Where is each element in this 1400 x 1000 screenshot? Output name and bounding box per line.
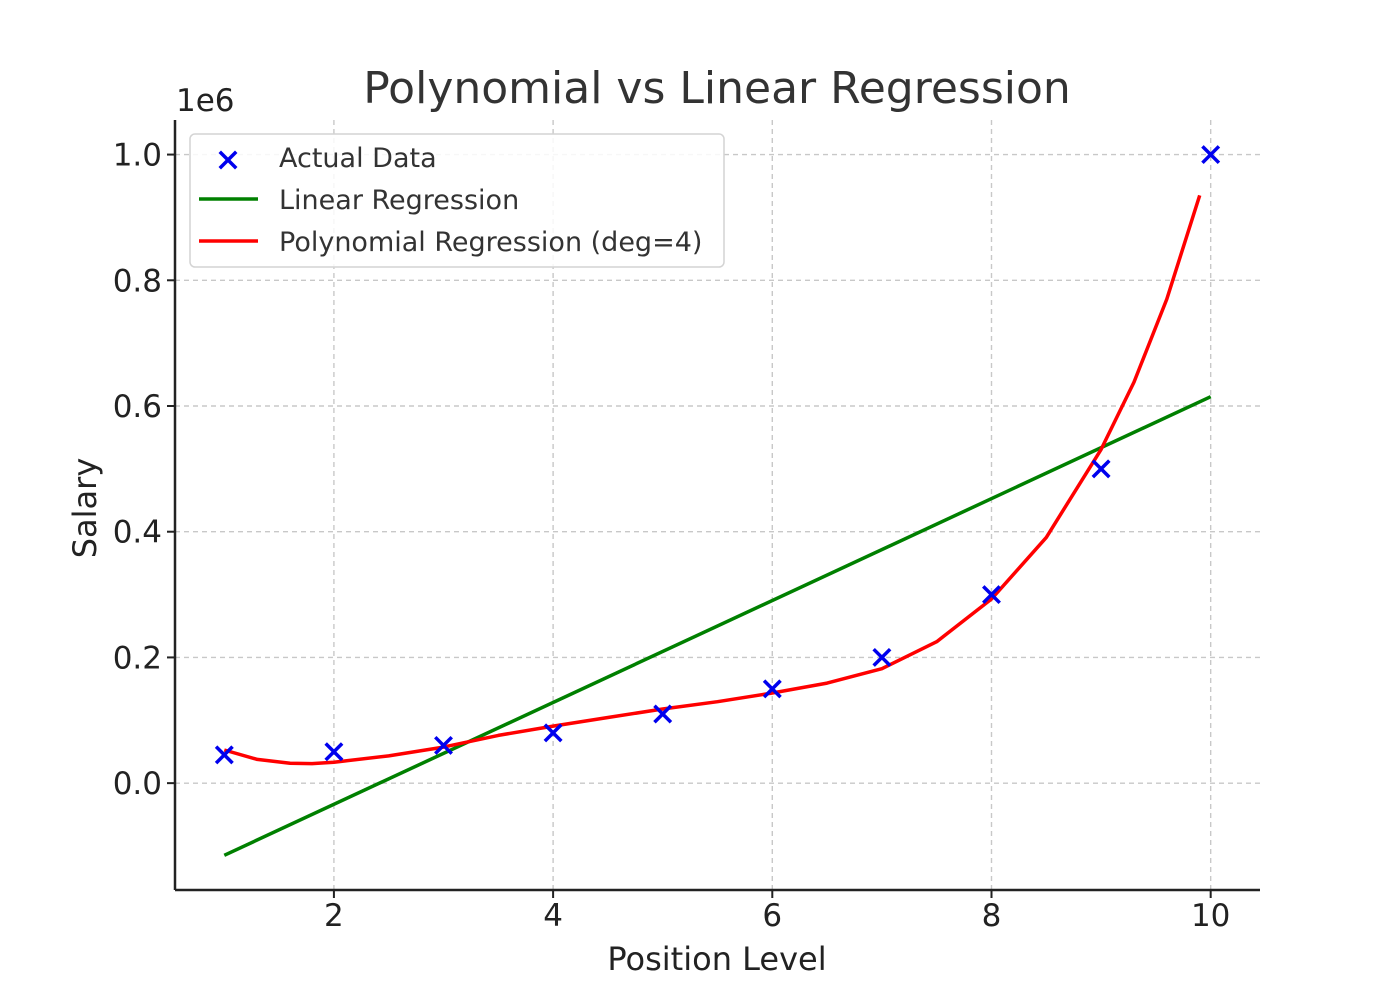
y-tick-label: 0.6 — [113, 389, 162, 425]
data-point-marker — [543, 723, 563, 743]
x-tick-label: 6 — [762, 898, 782, 934]
y-tick-label: 0.4 — [113, 515, 162, 551]
x-axis-label: Position Level — [607, 940, 826, 978]
y-tick-label: 0.0 — [113, 766, 162, 802]
x-ticks: 2 4 6 8 10 — [324, 890, 1230, 934]
y-offset-label: 1e6 — [176, 83, 235, 119]
x-tick-label: 4 — [543, 898, 563, 934]
y-tick-label: 0.8 — [113, 263, 162, 299]
y-tick-label: 0.2 — [113, 640, 162, 676]
legend-item-actual-data: Actual Data — [218, 143, 437, 174]
data-point-marker — [324, 742, 344, 762]
chart-title: Polynomial vs Linear Regression — [363, 63, 1071, 114]
legend: Actual Data Linear Regression Polynomial… — [189, 133, 725, 268]
data-point-marker — [872, 647, 892, 667]
legend-box — [189, 133, 725, 268]
plot-area — [214, 145, 1221, 857]
data-point-marker — [214, 745, 234, 765]
legend-marker-x — [218, 150, 238, 170]
polynomial-regression-line — [223, 194, 1202, 766]
data-point-marker — [762, 679, 782, 699]
y-axis-label: Salary — [66, 458, 104, 559]
y-ticks: 0.0 0.2 0.4 0.6 0.8 1.0 — [113, 138, 175, 802]
legend-item-linear-regression: Linear Regression — [199, 185, 519, 216]
y-tick-label: 1.0 — [113, 138, 162, 174]
x-tick-label: 2 — [324, 898, 344, 934]
legend-label: Actual Data — [279, 143, 437, 174]
data-point-marker — [434, 735, 453, 755]
legend-item-polynomial-regression: Polynomial Regression (deg=4) — [199, 227, 702, 258]
x-tick-label: 8 — [982, 898, 1002, 934]
legend-label: Linear Regression — [279, 185, 519, 216]
data-point-marker — [1201, 145, 1221, 165]
x-tick-label: 10 — [1191, 898, 1230, 934]
data-point-marker — [1091, 459, 1111, 479]
data-point-marker — [982, 585, 1001, 605]
linear-regression-line — [223, 395, 1212, 857]
legend-label: Polynomial Regression (deg=4) — [279, 227, 702, 258]
data-point-marker — [653, 704, 673, 724]
